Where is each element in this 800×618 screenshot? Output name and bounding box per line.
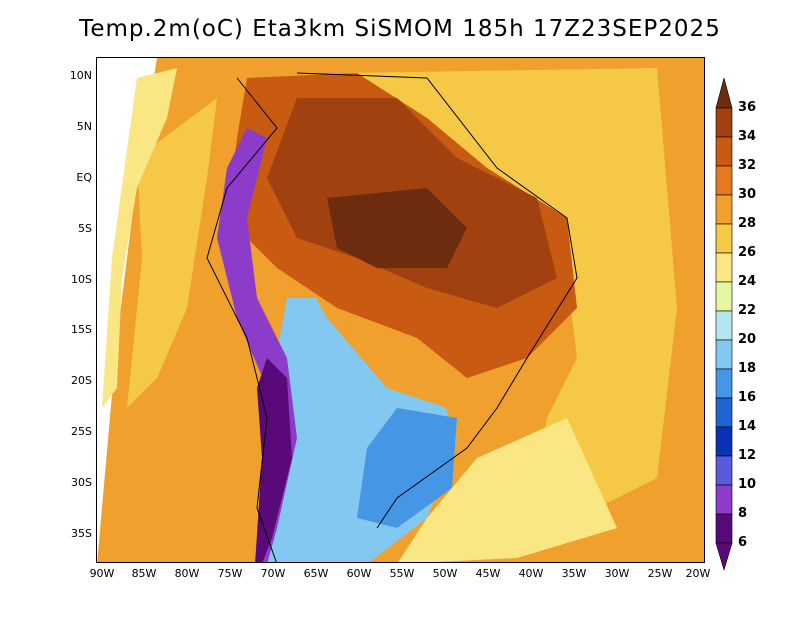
colorbar-arrow-top [715,78,733,109]
colorbar-swatch [715,165,733,196]
lat-label-5s: 5S [78,222,92,235]
colorbar-swatch [715,281,733,312]
colorbar-label: 12 [738,448,757,463]
colorbar-swatch [715,397,733,428]
lat-label-eq: EQ [76,171,92,184]
colorbar-label: 10 [738,477,757,492]
lat-label-15s: 15S [71,323,92,336]
colorbar-arrow-bottom [715,542,733,572]
lon-label-80w: 80W [174,567,200,580]
lon-label-55w: 55W [389,567,415,580]
colorbar-swatch [715,107,733,138]
lon-label-65w: 65W [303,567,329,580]
colorbar-label: 6 [738,535,748,550]
colorbar-label: 36 [738,100,757,115]
colorbar-swatch [715,484,733,515]
pacific-mild-band [127,98,217,408]
colorbar-swatch [715,513,733,544]
lon-label-25w: 25W [647,567,673,580]
colorbar [715,78,733,572]
lon-label-85w: 85W [131,567,157,580]
lon-label-20w: 20W [685,567,711,580]
lon-label-75w: 75W [217,567,243,580]
colorbar-label: 30 [738,187,757,202]
colorbar-label: 28 [738,216,757,231]
lat-label-10s: 10S [71,273,92,286]
colorbar-swatch [715,339,733,370]
lon-label-35w: 35W [561,567,587,580]
colorbar-swatch [715,252,733,283]
lon-label-45w: 45W [475,567,501,580]
temperature-map [97,58,704,562]
lat-label-25s: 25S [71,425,92,438]
lon-label-90w: 90W [89,567,115,580]
colorbar-swatch [715,223,733,254]
map-area [96,57,705,563]
lon-label-50w: 50W [432,567,458,580]
colorbar-swatch [715,368,733,399]
lat-label-35s: 35S [71,527,92,540]
colorbar-label: 32 [738,158,757,173]
lat-label-30s: 30S [71,476,92,489]
colorbar-swatches [715,78,733,572]
colorbar-swatch [715,455,733,486]
colorbar-swatch [715,426,733,457]
colorbar-swatch [715,310,733,341]
pacific-cool-band [102,68,177,408]
lat-label-10n: 10N [69,69,92,82]
colorbar-label: 18 [738,361,757,376]
amazon-core [327,188,467,268]
colorbar-label: 14 [738,419,757,434]
lat-label-5n: 5N [76,120,92,133]
coastline [206,77,278,562]
lon-label-40w: 40W [518,567,544,580]
lat-label-20s: 20S [71,374,92,387]
south-cold-zone [357,408,457,528]
colorbar-label: 34 [738,129,757,144]
map-title: Temp.2m(oC) Eta3km SiSMOM 185h 17Z23SEP2… [79,16,721,42]
colorbar-label: 20 [738,332,757,347]
atlantic-band [347,68,677,538]
east-coastline [296,72,578,529]
colorbar-label: 26 [738,245,757,260]
colorbar-label: 22 [738,303,757,318]
colorbar-label: 24 [738,274,757,289]
lon-label-30w: 30W [604,567,630,580]
colorbar-swatch [715,136,733,167]
lon-label-70w: 70W [260,567,286,580]
colorbar-label: 8 [738,506,748,521]
colorbar-label: 16 [738,390,757,405]
lon-label-60w: 60W [346,567,372,580]
colorbar-swatch [715,194,733,225]
south-atlantic-cool [398,418,617,562]
